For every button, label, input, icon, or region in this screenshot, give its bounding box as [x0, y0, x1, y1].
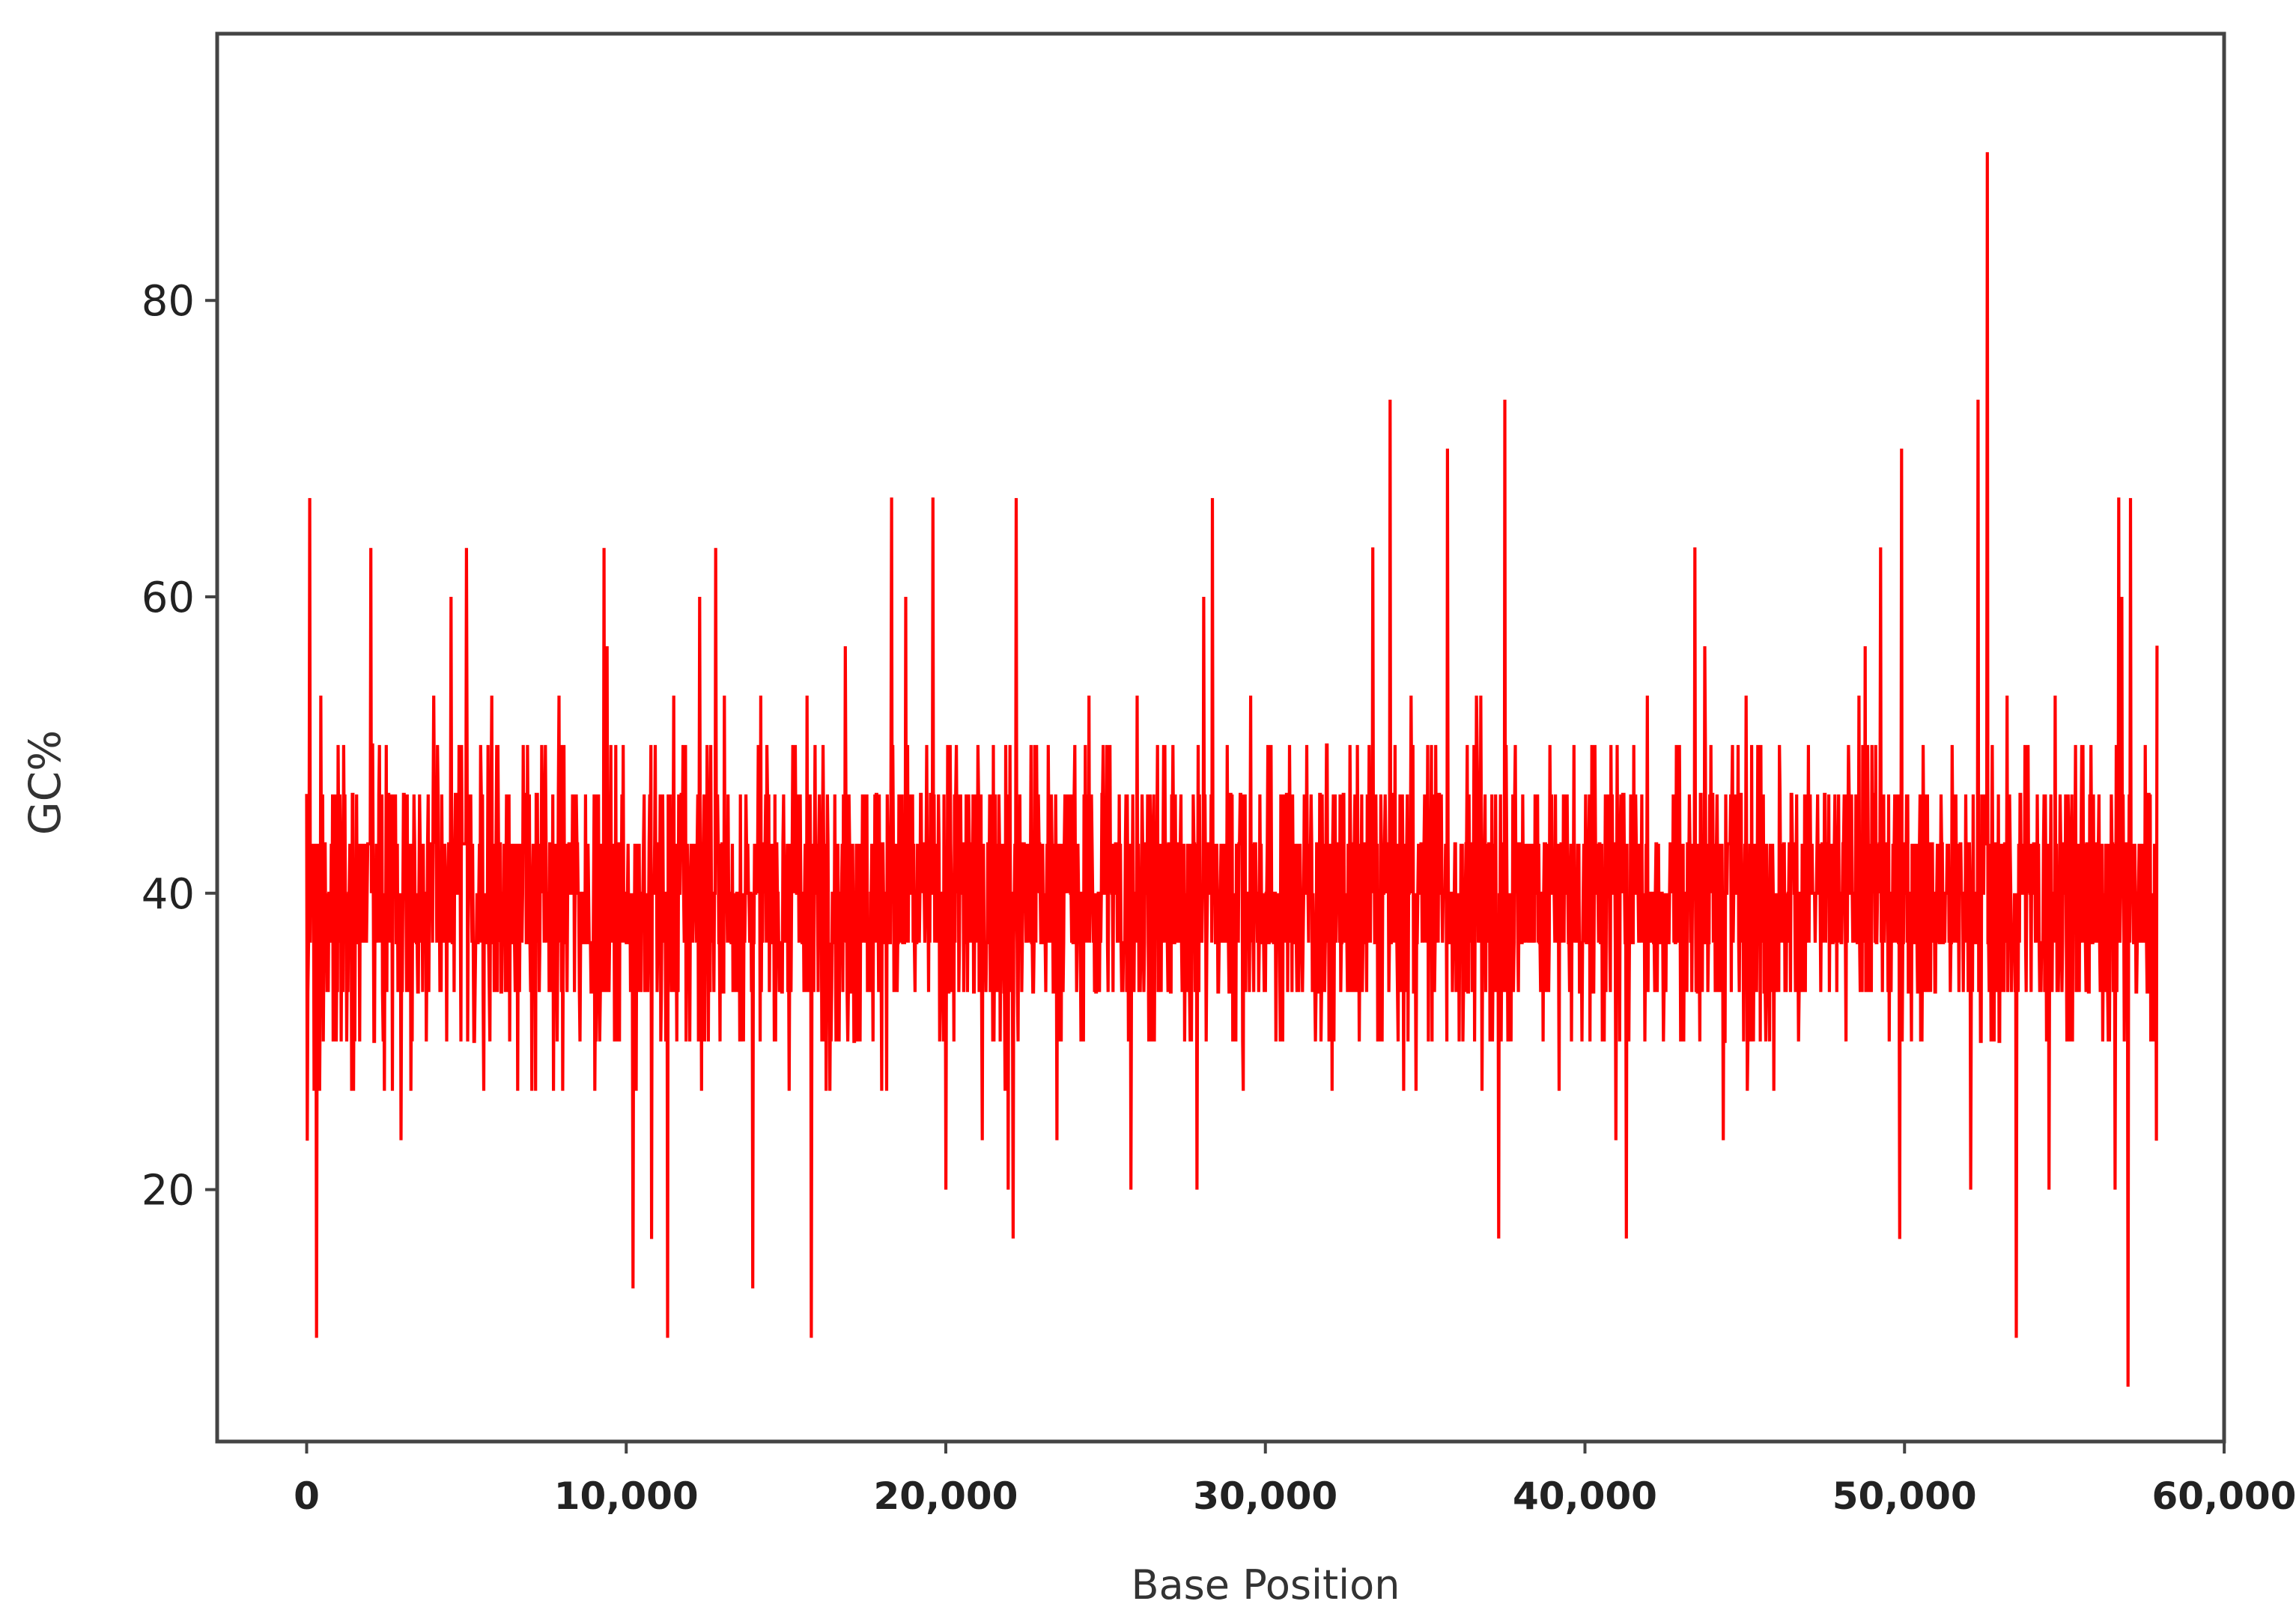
- y-tick-label: 60: [142, 574, 195, 622]
- plot-frame: [215, 31, 2226, 1444]
- y-tick-label: 20: [142, 1167, 195, 1215]
- x-tick-label: 60,000: [2152, 1474, 2296, 1518]
- x-tick-label: 0: [294, 1474, 320, 1518]
- y-axis-title: GC%: [19, 730, 70, 836]
- x-tick-label: 30,000: [1193, 1474, 1337, 1518]
- series-layer: [305, 152, 2159, 1387]
- x-tick-label: 20,000: [874, 1474, 1018, 1518]
- gc-series-line: [305, 152, 2159, 1387]
- x-axis-title: Base Position: [1132, 1561, 1400, 1609]
- y-tick-label: 40: [142, 870, 195, 919]
- x-axis: 0 10,000 20,000 30,000 40,000 50,000 60,000: [294, 1442, 2296, 1518]
- x-tick-label: 10,000: [554, 1474, 699, 1518]
- y-axis: 20 40 60 80: [142, 277, 217, 1215]
- x-tick-label: 40,000: [1513, 1474, 1657, 1518]
- x-tick-label: 50,000: [1832, 1474, 1977, 1518]
- y-tick-label: 80: [142, 277, 195, 326]
